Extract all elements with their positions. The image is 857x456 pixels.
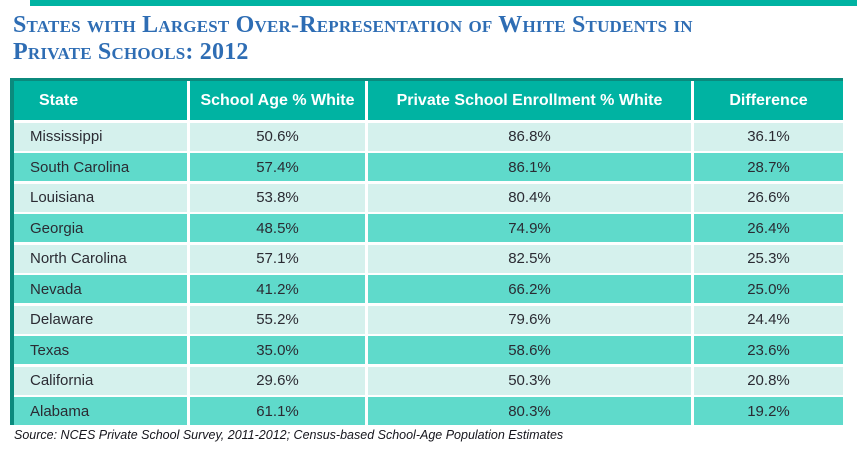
- data-table: State School Age % White Private School …: [10, 78, 843, 425]
- cell-state: South Carolina: [14, 153, 190, 181]
- cell-state: Georgia: [14, 214, 190, 242]
- cell-enrollment: 79.6%: [368, 305, 694, 334]
- figure-title-line-2: Private Schools: 2012: [13, 39, 249, 65]
- column-header-state: State: [14, 81, 190, 120]
- column-header-school-age: School Age % White: [190, 81, 368, 120]
- cell-school-age: 61.1%: [190, 397, 368, 425]
- cell-school-age: 41.2%: [190, 275, 368, 303]
- source-note: Source: NCES Private School Survey, 2011…: [14, 428, 564, 442]
- cell-difference: 26.4%: [747, 219, 790, 237]
- cell-state: Louisiana: [14, 183, 190, 212]
- cell-state: Delaware: [14, 305, 190, 334]
- cell-school-age: 57.1%: [190, 244, 368, 273]
- table-row: California 29.6% 50.3% 20.8%: [14, 366, 843, 395]
- figure-title: States with Largest Over-Representation …: [13, 12, 693, 66]
- cell-enrollment: 86.1%: [368, 153, 694, 181]
- top-accent-bar: [30, 0, 857, 6]
- figure-title-line-1: States with Largest Over-Representation …: [13, 12, 693, 38]
- table-row: Nevada 41.2% 66.2% 25.0%: [14, 275, 843, 303]
- cell-enrollment: 50.3%: [368, 366, 694, 395]
- table-row: North Carolina 57.1% 82.5% 25.3%: [14, 244, 843, 273]
- cell-enrollment: 80.3%: [368, 397, 694, 425]
- table-row: South Carolina 57.4% 86.1% 28.7%: [14, 153, 843, 181]
- cell-enrollment: 66.2%: [368, 275, 694, 303]
- cell-school-age: 57.4%: [190, 153, 368, 181]
- cell-state: Texas: [14, 336, 190, 364]
- cell-difference: 25.0%: [747, 280, 790, 298]
- cell-difference: 36.1%: [747, 128, 790, 145]
- cell-enrollment: 74.9%: [368, 214, 694, 242]
- table-row: Delaware 55.2% 79.6% 24.4%: [14, 305, 843, 334]
- column-header-private-enrollment: Private School Enrollment % White: [368, 81, 694, 120]
- cell-state: Alabama: [14, 397, 190, 425]
- cell-difference: 19.2%: [747, 402, 790, 420]
- table-body: Mississippi 50.6% 86.8% 36.1% South Caro…: [14, 122, 843, 425]
- cell-difference: 25.3%: [747, 250, 790, 267]
- table-row: Louisiana 53.8% 80.4% 26.6%: [14, 183, 843, 212]
- cell-difference: 24.4%: [747, 311, 790, 328]
- table-row: Alabama 61.1% 80.3% 19.2%: [14, 397, 843, 425]
- table-row: Mississippi 50.6% 86.8% 36.1%: [14, 122, 843, 151]
- cell-state: Mississippi: [14, 122, 190, 151]
- cell-difference: 26.6%: [747, 189, 790, 206]
- cell-school-age: 29.6%: [190, 366, 368, 395]
- table-row: Texas 35.0% 58.6% 23.6%: [14, 336, 843, 364]
- cell-state: California: [14, 366, 190, 395]
- cell-difference: 28.7%: [747, 158, 790, 176]
- cell-school-age: 55.2%: [190, 305, 368, 334]
- cell-difference: 20.8%: [747, 372, 790, 389]
- cell-enrollment: 80.4%: [368, 183, 694, 212]
- cell-state: Nevada: [14, 275, 190, 303]
- cell-school-age: 35.0%: [190, 336, 368, 364]
- cell-enrollment: 82.5%: [368, 244, 694, 273]
- column-header-difference: Difference: [729, 91, 808, 109]
- cell-state: North Carolina: [14, 244, 190, 273]
- cell-school-age: 50.6%: [190, 122, 368, 151]
- cell-enrollment: 86.8%: [368, 122, 694, 151]
- cell-enrollment: 58.6%: [368, 336, 694, 364]
- table-row: Georgia 48.5% 74.9% 26.4%: [14, 214, 843, 242]
- cell-school-age: 53.8%: [190, 183, 368, 212]
- cell-school-age: 48.5%: [190, 214, 368, 242]
- cell-difference: 23.6%: [747, 341, 790, 359]
- table-header-row: State School Age % White Private School …: [14, 78, 843, 120]
